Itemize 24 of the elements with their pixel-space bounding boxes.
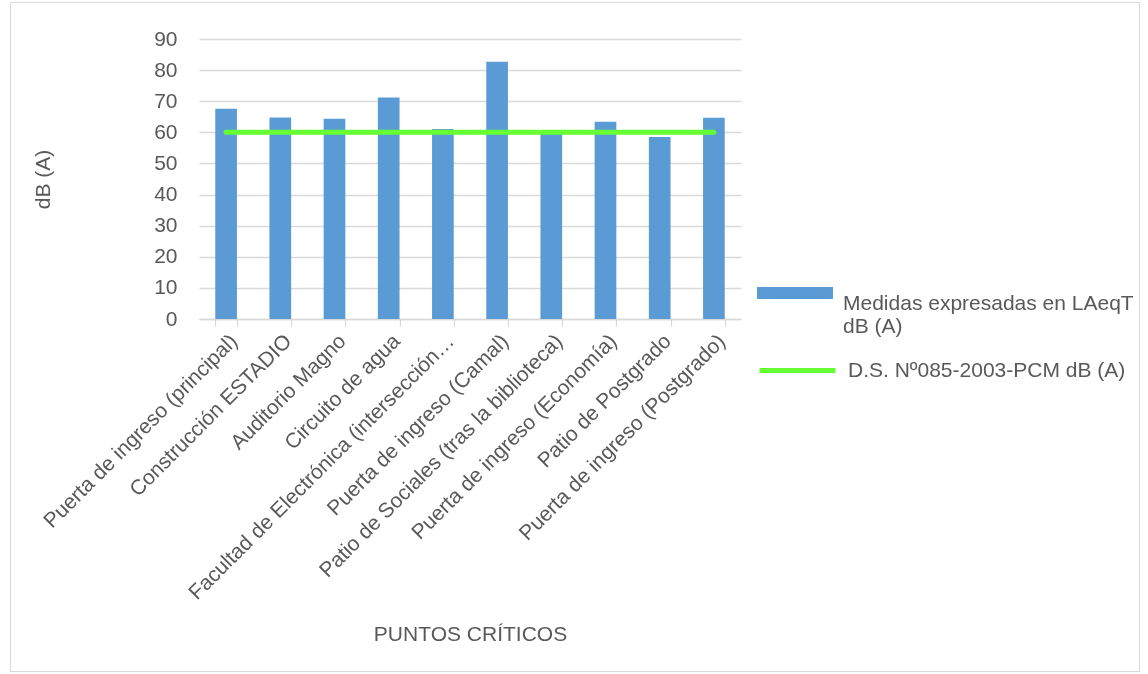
bar [215, 108, 237, 319]
x-axis-title: PUNTOS CRÍTICOS [373, 621, 568, 645]
y-tick-label: 70 [154, 88, 178, 112]
y-tick-label: 60 [154, 119, 178, 143]
y-tick-label: 80 [154, 57, 178, 81]
legend-label: Medidas expresadas en LAeqT dB (A) [843, 291, 1134, 337]
y-tick-label: 30 [154, 213, 178, 237]
y-tick-label: 40 [154, 182, 178, 206]
y-tick-label: 10 [154, 275, 178, 299]
bar [377, 97, 400, 319]
bar [432, 128, 454, 319]
y-tick-label: 90 [154, 26, 178, 50]
bar [540, 132, 563, 319]
y-tick-label: 50 [154, 150, 178, 174]
y-axis-title: dB (A) [31, 149, 55, 210]
bar [269, 117, 292, 319]
bar [594, 121, 617, 319]
bar [486, 61, 508, 319]
bar [648, 137, 671, 319]
y-tick-label: 20 [154, 244, 178, 268]
bar [323, 118, 346, 319]
y-tick-label: 0 [165, 306, 178, 330]
legend-label: D.S. Nº085-2003-PCM dB (A) [848, 357, 1126, 381]
bar [703, 117, 725, 319]
